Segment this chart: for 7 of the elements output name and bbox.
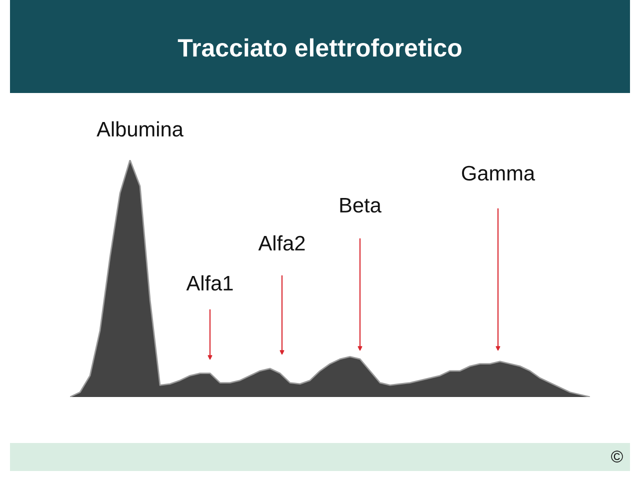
text: © [611,450,623,462]
annotation: Beta [340,198,382,213]
annotation: Gamma [462,166,536,181]
annotation: Alfa2 [258,235,305,251]
annotation: Alfa1 [186,275,233,291]
chart-title: Tracciato elettroforetico [178,38,462,57]
text: Albumina [96,121,184,137]
